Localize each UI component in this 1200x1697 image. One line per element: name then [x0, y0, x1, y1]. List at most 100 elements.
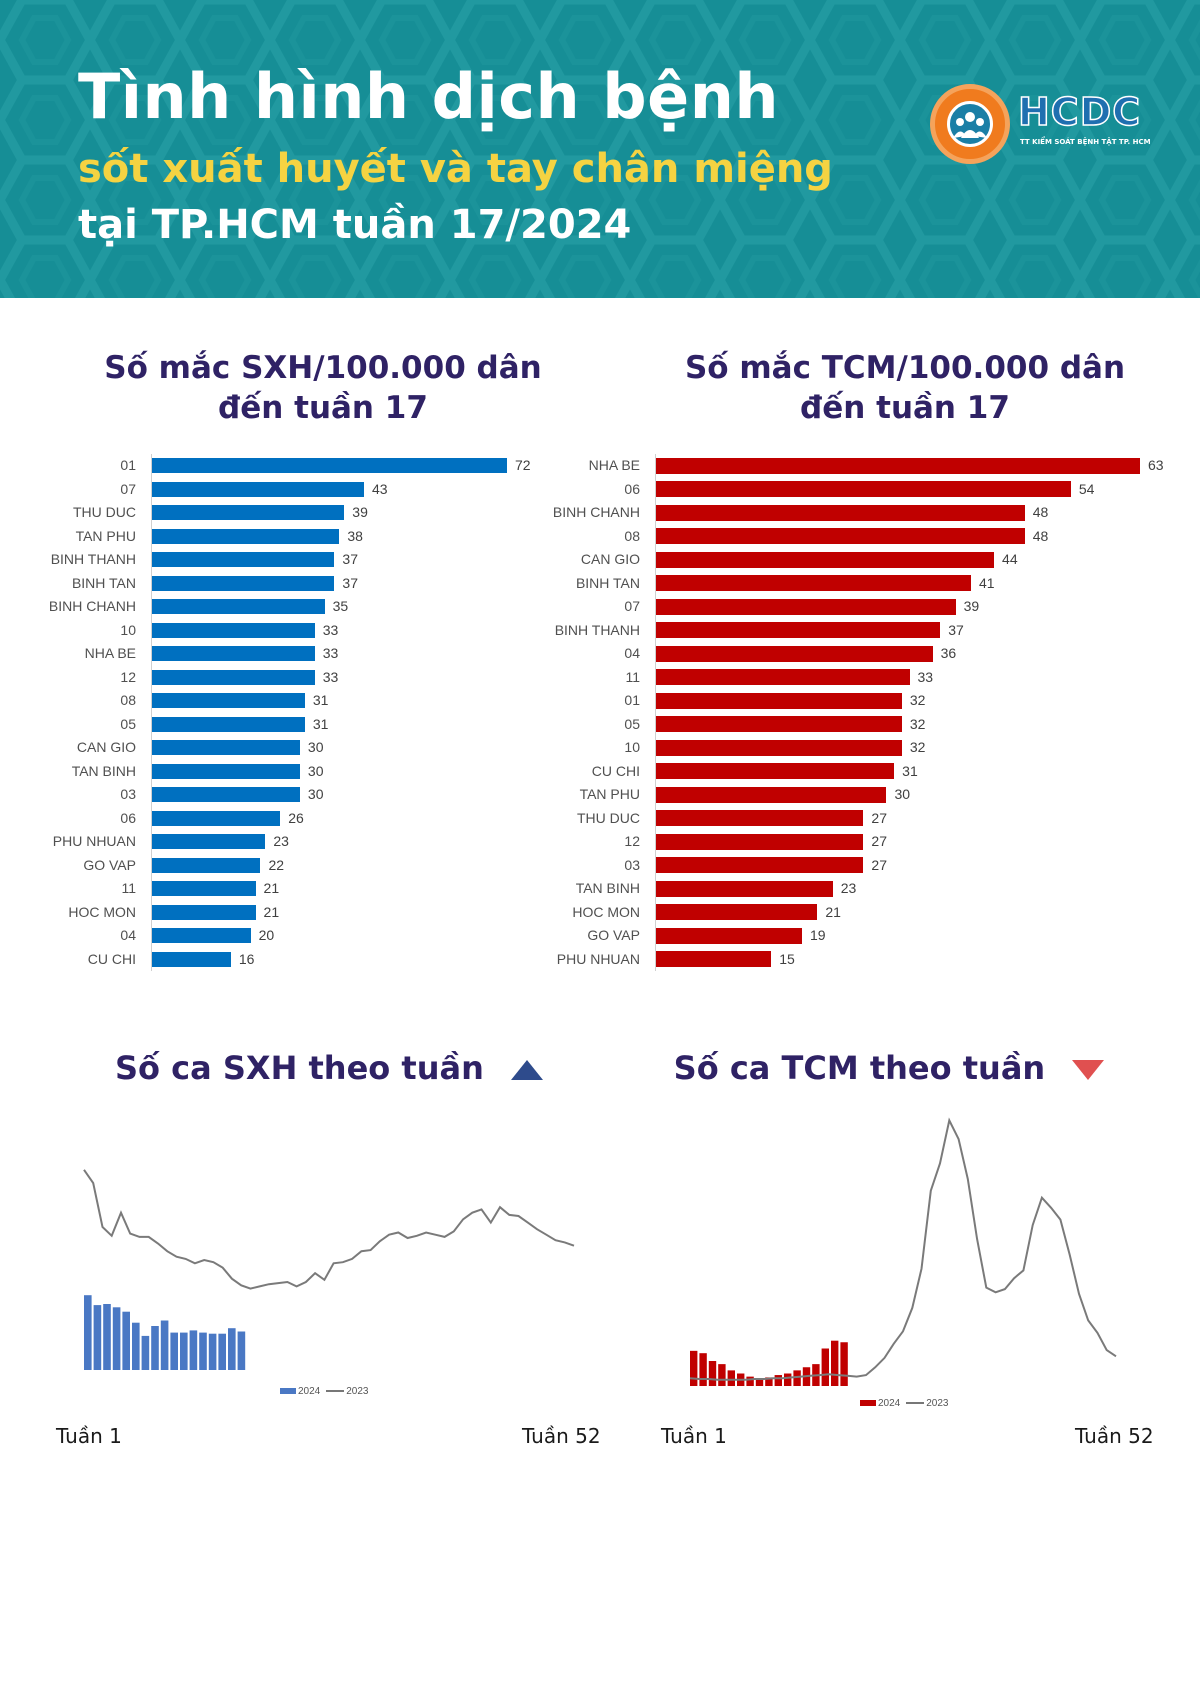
bar-value-label: 30 — [307, 762, 324, 779]
legend-2024-swatch — [860, 1400, 876, 1407]
weekly-bar-2024 — [93, 1305, 102, 1370]
bar-value-label: 63 — [1148, 457, 1164, 474]
bar-category-label: PHU NHUAN — [556, 950, 640, 967]
weekly-bar-2024 — [103, 1304, 111, 1370]
tcm-rate-title-line1: Số mắc TCM/100.000 dân — [684, 350, 1126, 386]
legend-2023-swatch — [326, 1390, 345, 1393]
bar-category-label: 06 — [120, 809, 136, 826]
bar-category-label: 07 — [120, 480, 136, 497]
bar-value-label: 32 — [909, 739, 926, 756]
bar — [152, 834, 266, 850]
bar — [152, 787, 300, 803]
bar — [152, 951, 231, 967]
bar-value-label: 43 — [372, 480, 388, 497]
bar-category-label: BINH THANH — [50, 551, 136, 568]
bar-category-label: BINH TAN — [575, 574, 640, 591]
sxh-week-end-label: Tuần 52 — [522, 1424, 601, 1448]
bar — [152, 552, 335, 568]
bar — [656, 904, 818, 921]
bar-category-label: 12 — [120, 668, 136, 685]
weekly-bar-2024 — [132, 1322, 140, 1370]
bar-value-label: 23 — [840, 880, 857, 897]
bar-category-label: 08 — [120, 692, 136, 709]
bar-category-label: 10 — [120, 621, 136, 638]
bar-category-label: 08 — [624, 527, 640, 544]
bar-value-label: 15 — [779, 950, 795, 967]
weekly-bar-2024 — [727, 1370, 735, 1386]
bar-value-label: 30 — [894, 786, 911, 803]
weekly-bar-2024 — [718, 1364, 726, 1386]
bar-category-label: CAN GIO — [76, 739, 136, 756]
bar-value-label: 30 — [307, 786, 324, 803]
bar-category-label: 01 — [624, 692, 640, 709]
bar-value-label: 16 — [238, 950, 255, 967]
bar-value-label: 26 — [288, 809, 304, 826]
bar-category-label: BINH THANH — [554, 621, 640, 638]
weekly-bar-2024 — [699, 1353, 707, 1386]
bar — [152, 810, 281, 826]
bar-value-label: 48 — [1032, 504, 1049, 521]
bar-value-label: 33 — [322, 668, 339, 685]
bar — [656, 927, 802, 944]
bar-category-label: CAN GIO — [580, 551, 640, 568]
bar-value-label: 33 — [917, 668, 934, 685]
bar-category-label: TAN PHU — [579, 786, 640, 803]
bar — [656, 739, 902, 756]
bar-category-label: PHU NHUAN — [52, 833, 136, 850]
bar — [656, 763, 895, 780]
bar — [152, 904, 256, 920]
bar-category-label: 11 — [625, 668, 640, 685]
bar-value-label: 21 — [825, 903, 841, 920]
weekly-line-2023 — [689, 1117, 1117, 1381]
tcm-weekly-chart — [689, 1117, 1117, 1386]
bar-category-label: 12 — [624, 833, 640, 850]
legend-2023-label: 2023 — [346, 1386, 369, 1397]
bar-category-label: 07 — [624, 598, 640, 615]
weekly-bar-2024 — [141, 1335, 150, 1370]
bar-category-label: 03 — [624, 856, 640, 873]
bar-category-label: HOC MON — [572, 903, 640, 920]
bar-category-label: 01 — [120, 457, 136, 474]
weekly-bar-2024 — [774, 1375, 782, 1386]
bar-value-label: 37 — [342, 574, 358, 591]
sxh-week-start-label: Tuần 1 — [56, 1424, 122, 1448]
bar — [656, 951, 772, 968]
weekly-bar-2024 — [831, 1340, 839, 1386]
bar — [152, 669, 315, 685]
bar-category-label: 05 — [120, 715, 136, 732]
bar — [152, 528, 340, 544]
legend-2023-label: 2023 — [926, 1398, 949, 1409]
bar-value-label: 38 — [347, 527, 363, 544]
weekly-bar-2024 — [112, 1307, 121, 1370]
weekly-bar-2024 — [160, 1320, 169, 1370]
hcdc-logo-mark — [930, 84, 1010, 164]
bar-value-label: 21 — [263, 880, 280, 897]
bar — [152, 622, 315, 638]
page-subtitle: sốt xuất huyết và tay chân miệng — [78, 146, 833, 192]
sxh-weekly-title: Số ca SXH theo tuần — [100, 1048, 560, 1088]
bar — [656, 598, 956, 615]
weekly-bar-2024 — [189, 1330, 198, 1370]
legend-2024-swatch — [280, 1388, 296, 1395]
sxh-weekly-title-text: Số ca SXH theo tuần — [114, 1049, 484, 1087]
bar-value-label: 39 — [352, 504, 368, 521]
weekly-line-2023 — [83, 1169, 575, 1290]
sxh-rate-bar-chart: 01 72 07 43 THU DUC 39 TAN PHU 38 BINH THANH 37 BI… — [0, 454, 600, 974]
weekly-bar-2024 — [690, 1350, 698, 1386]
bar-category-label: BINH TAN — [71, 574, 136, 591]
bar — [656, 457, 1140, 474]
bar-category-label: 05 — [624, 715, 640, 732]
sxh-rate-title: Số mắc SXH/100.000 dân đến tuần 17 — [80, 348, 566, 428]
legend-2024-label: 2024 — [878, 1398, 901, 1409]
header-banner: Tình hình dịch bệnh sốt xuất huyết và ta… — [0, 0, 1200, 298]
bar-value-label: 36 — [940, 645, 957, 662]
bar-value-label: 33 — [322, 621, 339, 638]
bar-value-label: 35 — [332, 598, 349, 615]
bar-category-label: CU CHI — [591, 762, 640, 779]
bar-category-label: CU CHI — [87, 950, 136, 967]
bar-category-label: TAN BINH — [575, 880, 640, 897]
bar-value-label: 44 — [1002, 551, 1018, 568]
bar — [656, 622, 941, 639]
sxh-rate-title-line2: đến tuần 17 — [218, 390, 428, 426]
bar-value-label: 37 — [342, 551, 358, 568]
